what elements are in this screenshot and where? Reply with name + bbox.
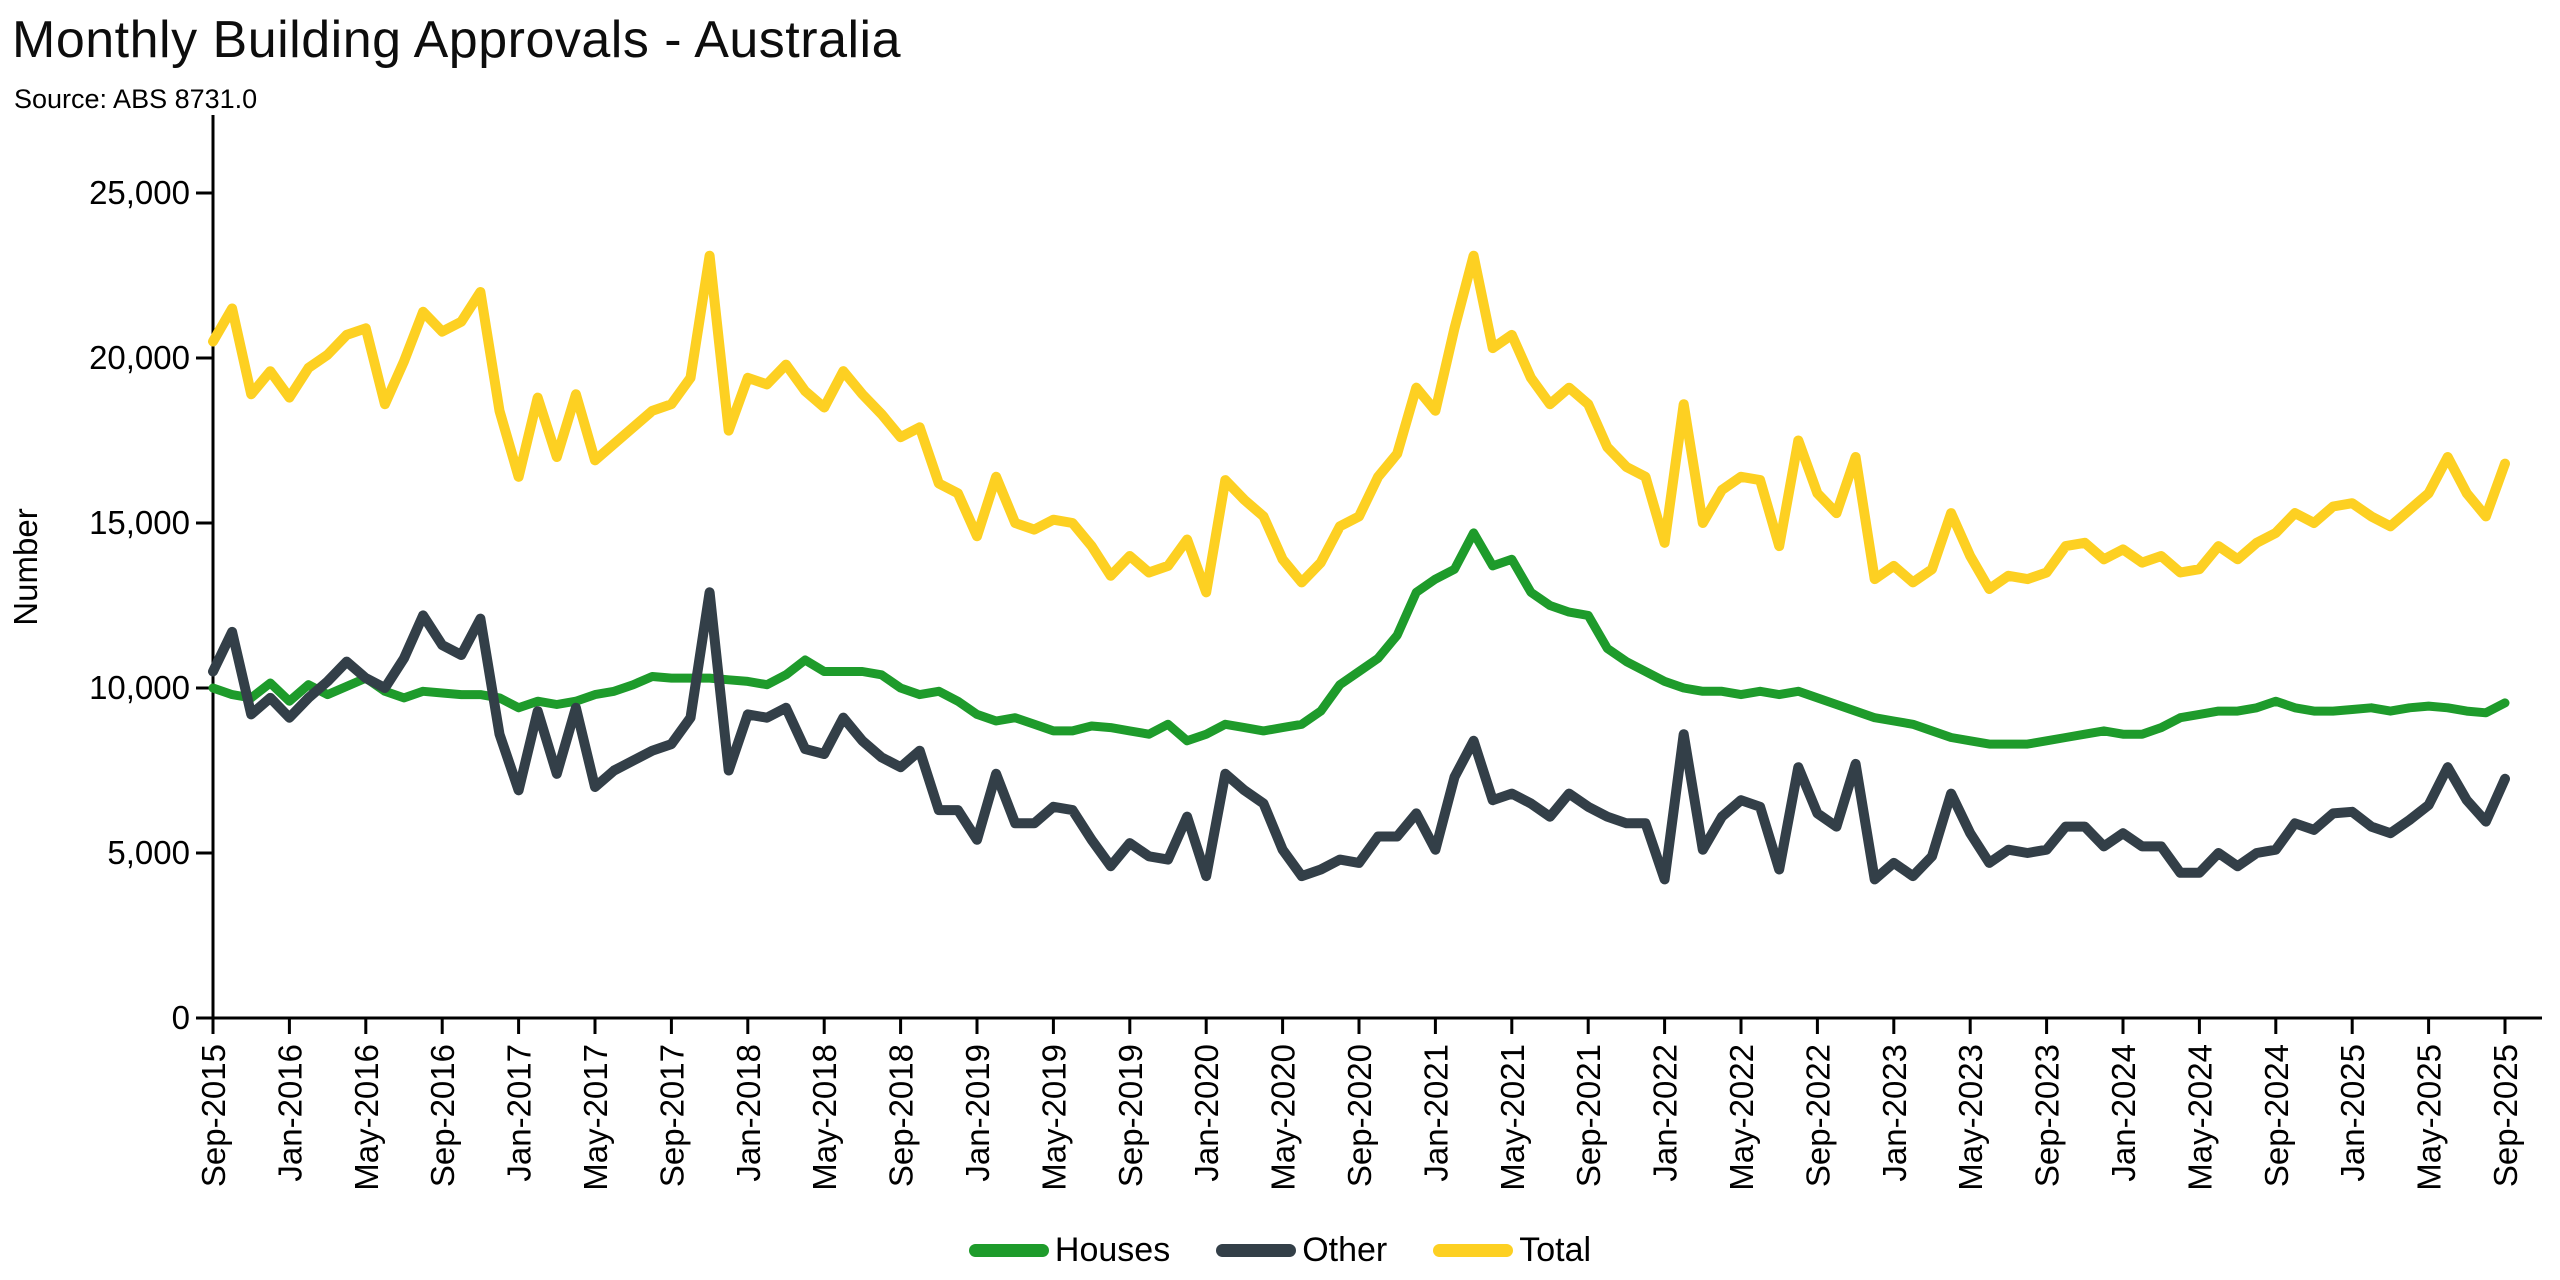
legend-item-other: Other (1216, 1231, 1387, 1270)
x-axis-tick-label: Jan-2020 (1188, 1044, 1225, 1182)
x-axis-tick-label: Jan-2018 (730, 1044, 767, 1182)
x-axis-tick-label: May-2017 (577, 1044, 614, 1191)
x-axis-tick-label: Sep-2019 (1112, 1044, 1149, 1187)
legend-item-houses: Houses (968, 1231, 1171, 1270)
x-axis-tick-label: Sep-2025 (2487, 1044, 2524, 1187)
x-axis-tick-label: Sep-2021 (1570, 1044, 1607, 1187)
x-axis-tick-label: Jan-2017 (501, 1044, 538, 1182)
x-axis-tick-label: Jan-2022 (1647, 1044, 1684, 1182)
x-axis-tick-label: May-2025 (2411, 1044, 2448, 1191)
chart-source-note: Source: ABS 8731.0 (14, 84, 258, 114)
x-axis-tick-label: Sep-2022 (1799, 1044, 1836, 1187)
legend-label-houses: Houses (1054, 1231, 1171, 1269)
x-axis-tick-label: May-2022 (1723, 1044, 1760, 1191)
legend-label-total: Total (1519, 1231, 1592, 1269)
x-axis-tick-label: May-2024 (2181, 1044, 2218, 1191)
series-line-total (208, 250, 2510, 598)
x-axis-tick-label: Sep-2016 (424, 1044, 461, 1187)
y-axis-tick-label: 25,000 (89, 174, 190, 211)
x-axis-tick-label: Jan-2023 (1876, 1044, 1913, 1182)
x-axis-tick-label: Jan-2021 (1417, 1044, 1454, 1182)
x-axis-tick-label: Sep-2020 (1341, 1044, 1378, 1187)
x-axis-tick-label: May-2021 (1494, 1044, 1531, 1191)
chart-legend: Houses Other Total (0, 1231, 2560, 1270)
legend-label-other: Other (1302, 1231, 1388, 1269)
x-axis-tick-label: Jan-2016 (271, 1044, 308, 1182)
x-axis-tick-label: May-2020 (1265, 1044, 1302, 1191)
legend-item-total: Total (1433, 1231, 1591, 1270)
x-axis-tick-label: May-2016 (348, 1044, 385, 1191)
series-line-other (208, 587, 2510, 885)
y-axis-tick-label: 0 (172, 999, 190, 1036)
x-axis-tick-label: Sep-2015 (195, 1044, 232, 1187)
x-axis-tick-label: Jan-2019 (959, 1044, 996, 1182)
total-line-swatch (1433, 1244, 1514, 1257)
x-axis-tick-label: Jan-2025 (2334, 1044, 2371, 1182)
y-axis-tick-label: 20,000 (89, 339, 190, 376)
houses-line-swatch (968, 1244, 1049, 1257)
y-axis-tick-label: 15,000 (89, 504, 190, 541)
x-axis-tick-label: May-2019 (1035, 1044, 1072, 1191)
x-axis-tick-label: Sep-2018 (883, 1044, 920, 1187)
x-axis-tick-label: Sep-2017 (653, 1044, 690, 1187)
y-axis-tick-label: 5,000 (107, 834, 190, 871)
other-line-swatch (1216, 1244, 1297, 1257)
x-axis-tick-label: Sep-2023 (2029, 1044, 2066, 1187)
x-axis-tick-label: Jan-2024 (2105, 1044, 2142, 1182)
series-line-houses (208, 528, 2510, 749)
y-axis-tick-label: 10,000 (89, 669, 190, 706)
x-axis-tick-label: May-2023 (1952, 1044, 1989, 1191)
chart-title: Monthly Building Approvals - Australia (12, 11, 902, 69)
x-axis-tick-label: May-2018 (806, 1044, 843, 1191)
x-axis-tick-label: Sep-2024 (2258, 1044, 2295, 1187)
